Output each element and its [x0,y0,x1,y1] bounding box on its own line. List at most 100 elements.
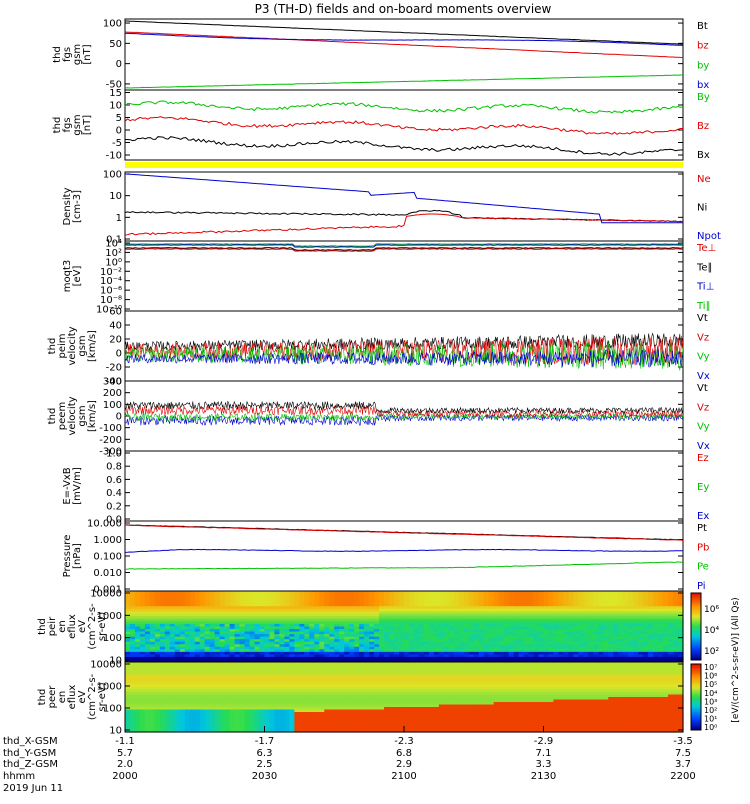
series-bx [124,32,684,46]
legend-Bz: Bz [697,121,709,132]
xtick-label: -1.1 [115,736,135,747]
legend-Npot: Npot [697,231,721,242]
legend-Pi: Pi [697,581,706,592]
ylabel-line: thd [47,408,58,425]
ytick-label: 20 [109,335,122,346]
legend-Bt: Bt [697,21,708,32]
series-Te∥ [124,247,684,251]
legend-Vy: Vy [697,352,710,363]
ytick-label: -100 [99,423,122,434]
ylabel-line: thd [37,618,48,635]
series-Vy [124,340,684,371]
xtick-label: 2030 [252,771,277,782]
ylabel-line: Density [62,187,73,225]
ylabel-line: gsm [77,405,88,426]
xaxis-row-label: thd_Z-GSM [3,759,58,770]
legend-Ne: Ne [697,174,711,185]
ylabel-line: gsm [72,114,83,135]
legend-Pt: Pt [697,523,707,534]
ytick-label: 10⁻¹⁰ [96,305,122,316]
legend-Ti∥: Ti∥ [696,301,711,312]
ion-energy-flux-spectrogram [125,591,684,663]
ylabel-line: thd [52,46,63,63]
ytick-label: 10.000 [87,519,122,530]
legend-Vz: Vz [697,332,709,343]
xtick-label: 2200 [670,771,695,782]
data-quality-bar [125,162,683,168]
ytick-label: -20 [106,363,122,374]
ylabel-line: E=-VxB [62,467,73,504]
legend-by: by [697,60,709,71]
series-Pe [124,561,684,570]
xtick-label: 5.7 [117,748,133,759]
legend-Vx: Vx [697,441,710,452]
legend-Te∥: Te∥ [696,262,713,273]
ytick-label: 10⁴ [105,239,122,250]
ytick-label: 100 [103,400,122,411]
ylabel-line: thd [52,117,63,134]
legend-By: By [697,92,710,103]
ytick-label: 10⁻⁸ [100,295,122,306]
series-Vy [124,412,684,422]
colorbar-tick: 10⁴ [704,689,717,698]
legend-Vt: Vt [697,313,708,324]
ytick-label: 1.0 [106,449,122,460]
xaxis-row-label: hhmm [3,771,35,782]
series-Ti⊥ [124,244,684,248]
series-Vx [124,413,684,427]
legend-bz: bz [697,41,709,52]
colorbar-tick: 10² [704,706,717,715]
ylabel-line: peer [47,685,58,709]
ylabel-line: [cm-3] [72,190,83,223]
panel-frame-7 [124,520,684,592]
ytick-label: 100 [103,633,122,644]
panel-frame-1 [124,89,684,161]
xaxis-row-label: thd_X-GSM [3,736,58,747]
xtick-label: 2100 [391,771,416,782]
xtick-label: 2.9 [396,759,412,770]
ylabel-line: eflux [67,614,78,639]
colorbar-tick: 10² [704,647,719,657]
ylabel-line: peir [47,616,58,636]
ylabel-line: fgs [62,117,73,132]
colorbar-tick: 10⁰ [704,723,717,732]
legend-Pb: Pb [697,542,709,553]
ytick-label: 0.8 [106,462,122,473]
xtick-label: 7.5 [675,748,691,759]
ytick-label: 1000 [97,682,122,693]
xtick-label: 2130 [531,771,556,782]
panel-frame-0 [124,18,684,91]
colorbar-tick: 10⁶ [704,605,719,615]
series-Vz [124,404,684,418]
legend-Vz: Vz [697,402,709,413]
ytick-label: 0.2 [106,501,122,512]
xtick-label: 3.3 [536,759,552,770]
ylabel-line: fgs [62,47,73,62]
ylabel-line: [nT] [82,44,93,64]
ytick-label: -10 [106,151,122,162]
ytick-label: 10² [105,248,122,259]
legend-Vt: Vt [697,383,708,394]
ytick-label: -5 [112,138,122,149]
ytick-label: 1 [116,213,122,224]
colorbar-tick: 10⁶ [704,672,717,681]
colorbar-label: [eV/(cm^2-s-sr-eV)] (All Qs) [731,597,741,722]
ytick-label: 100 [103,704,122,715]
ylabel-line: thd [47,338,58,355]
xtick-label: 7.1 [536,748,552,759]
ytick-label: 0.010 [93,568,122,579]
legend-Bx: Bx [697,150,710,161]
ytick-label: -200 [99,435,122,446]
series-Bx [124,136,684,156]
colorbar-tick: 10⁷ [704,663,717,672]
ytick-label: 300 [103,377,122,388]
legend-Te⊥: Te⊥ [696,243,716,254]
ylabel-line: [eV] [72,266,83,287]
ytick-label: 0.1 [106,235,122,246]
ylabel-line: eV [77,620,88,633]
plot-title: P3 (TH-D) fields and on-board moments ov… [255,2,552,16]
ytick-label: 10 [109,656,122,667]
ylabel-line: thd [37,689,48,706]
colorbar-tick: 10⁴ [704,626,719,636]
